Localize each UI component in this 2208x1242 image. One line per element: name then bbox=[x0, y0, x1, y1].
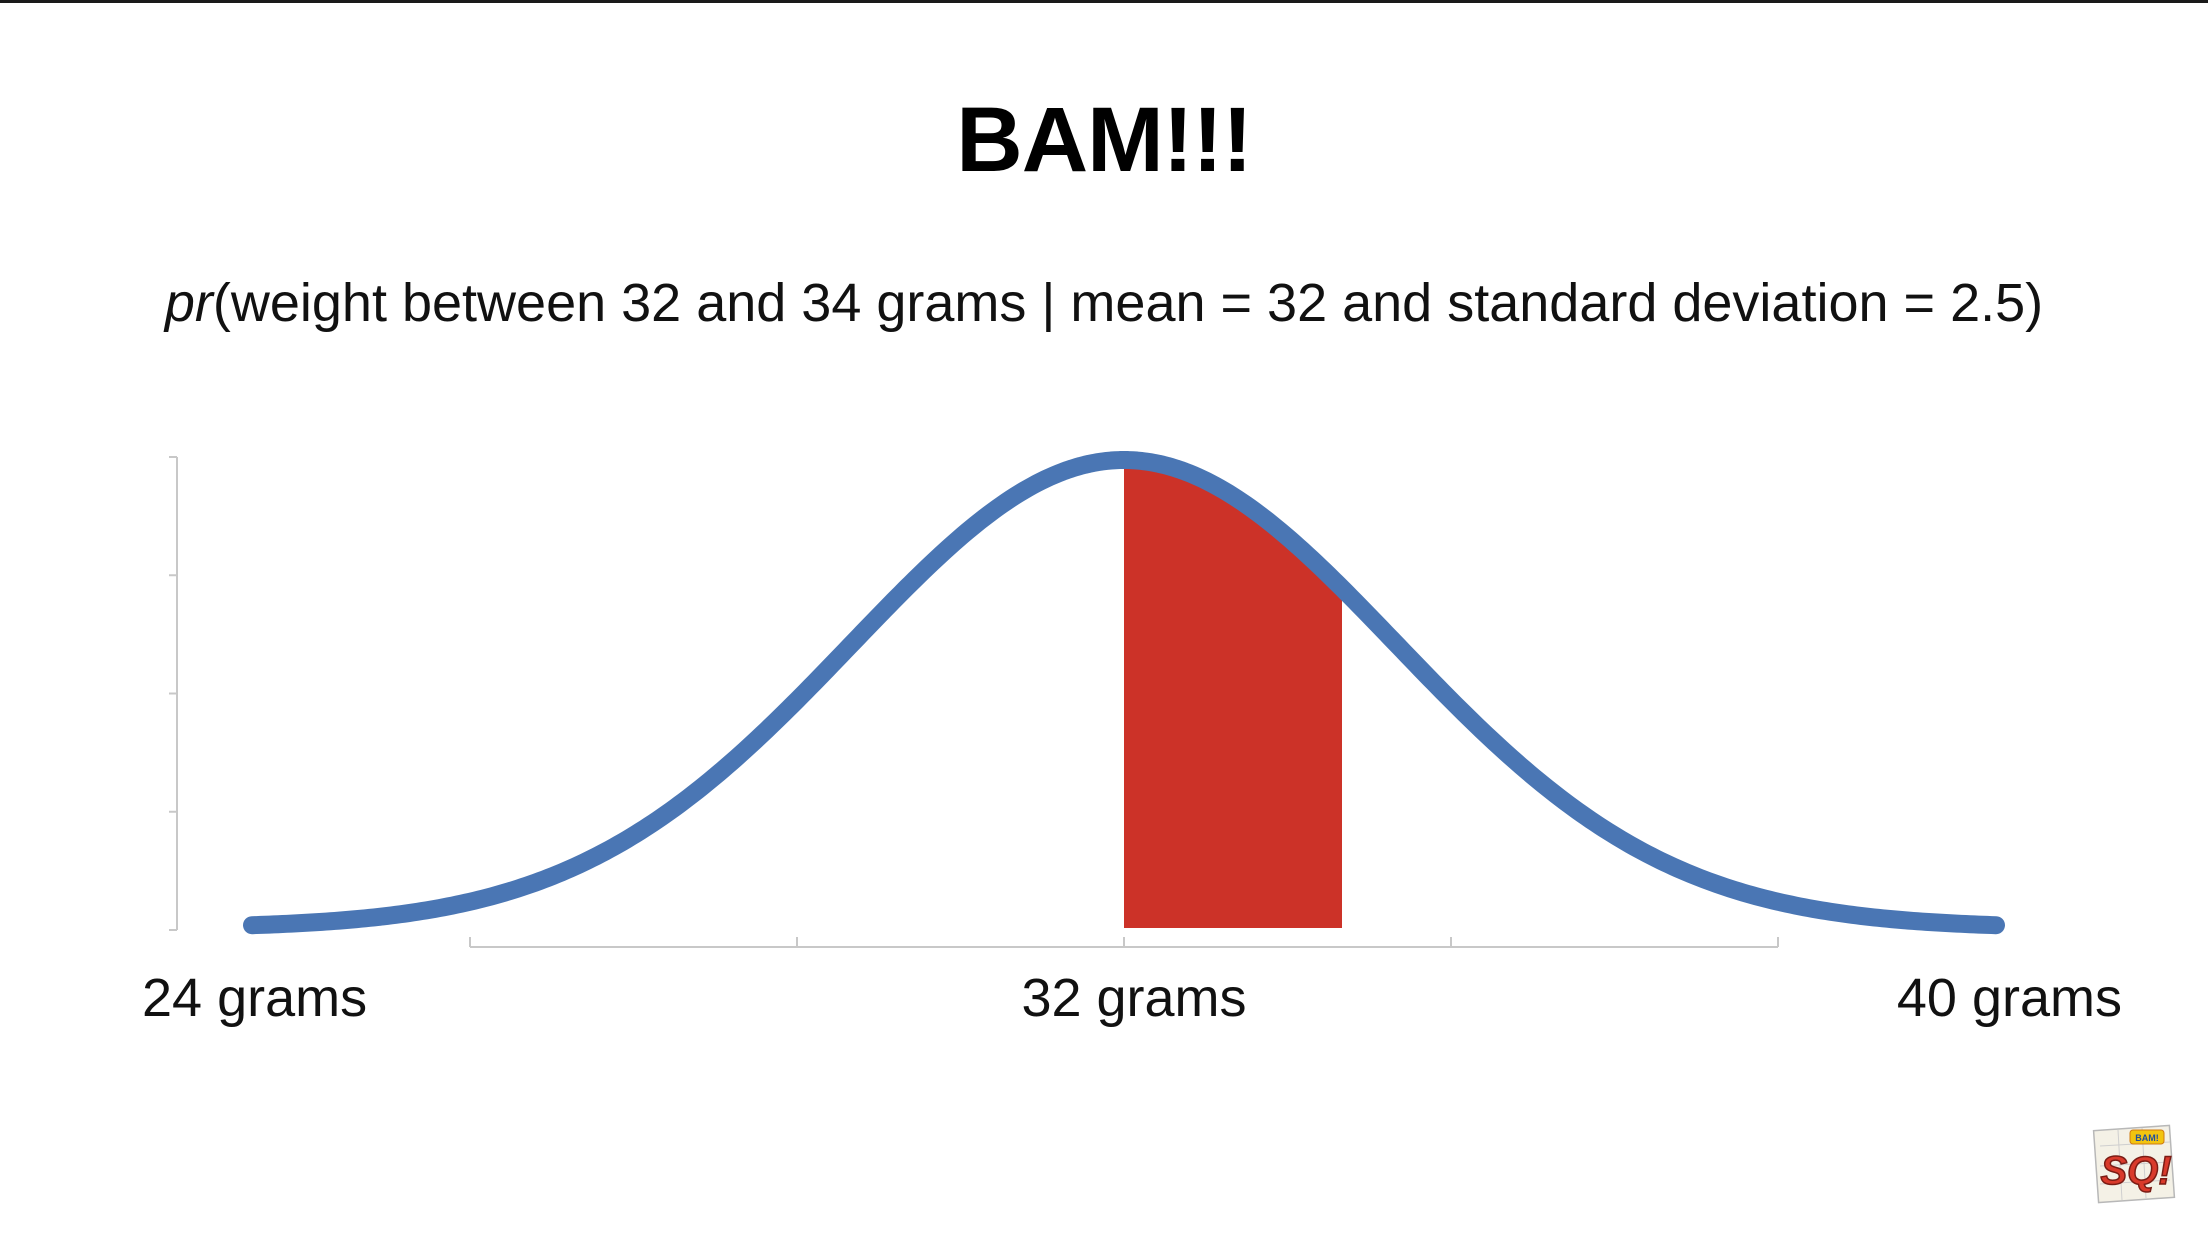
shaded-probability-area bbox=[1124, 460, 1342, 928]
probability-prefix: pr bbox=[164, 273, 213, 333]
x-tick-label: 24 grams bbox=[142, 968, 367, 1028]
svg-text:BAM!: BAM! bbox=[2135, 1133, 2159, 1143]
x-tick-label: 32 grams bbox=[1021, 968, 1246, 1028]
x-tick-label: 40 grams bbox=[1897, 968, 2122, 1028]
page-title: BAM!!! bbox=[956, 89, 1252, 191]
logo-text: SQ! bbox=[2100, 1149, 2171, 1193]
probability-condition: (weight between 32 and 34 grams | mean =… bbox=[212, 273, 2044, 333]
normal-curve-line bbox=[243, 451, 2005, 935]
statquest-bam-logo: BAM! SQ! bbox=[2092, 1124, 2176, 1204]
top-border bbox=[0, 0, 2208, 3]
probability-expression: pr(weight between 32 and 34 grams | mean… bbox=[0, 272, 2208, 334]
